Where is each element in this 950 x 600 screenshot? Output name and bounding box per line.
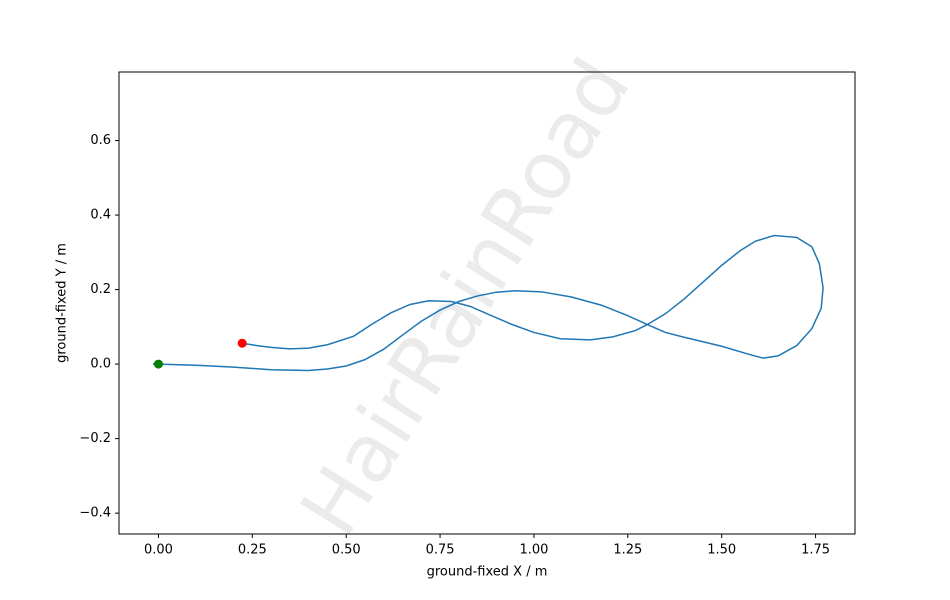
y-tick-label: −0.2 xyxy=(79,431,111,446)
point-marker xyxy=(237,338,247,348)
x-tick-label: 1.75 xyxy=(801,543,830,558)
x-tick-label: 0.00 xyxy=(144,543,173,558)
y-tick-label: 0.6 xyxy=(90,133,111,148)
x-tick-label: 0.75 xyxy=(426,543,455,558)
y-axis-label: ground-fixed Y / m xyxy=(55,243,70,363)
x-tick-label: 0.25 xyxy=(238,543,267,558)
plot-frame xyxy=(118,71,856,535)
x-axis-label: ground-fixed X / m xyxy=(427,565,548,580)
x-tick-label: 0.50 xyxy=(332,543,361,558)
trajectory-line xyxy=(152,234,824,372)
watermark: HairRainRoad xyxy=(283,43,648,551)
x-tick-label: 1.50 xyxy=(707,543,736,558)
y-tick-label: 0.2 xyxy=(90,282,111,297)
x-tick-label: 1.00 xyxy=(519,543,548,558)
y-tick-label: 0.0 xyxy=(90,357,111,372)
point-marker xyxy=(153,359,163,369)
y-tick-label: −0.4 xyxy=(79,506,111,521)
x-tick-label: 1.25 xyxy=(613,543,642,558)
y-tick-label: 0.4 xyxy=(90,208,111,223)
